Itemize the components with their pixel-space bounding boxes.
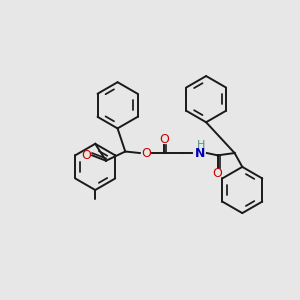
Text: O: O [213, 167, 223, 180]
Text: O: O [159, 134, 169, 146]
Text: O: O [141, 146, 151, 160]
Text: H: H [197, 140, 206, 150]
Text: O: O [81, 149, 91, 162]
Text: N: N [195, 146, 205, 160]
